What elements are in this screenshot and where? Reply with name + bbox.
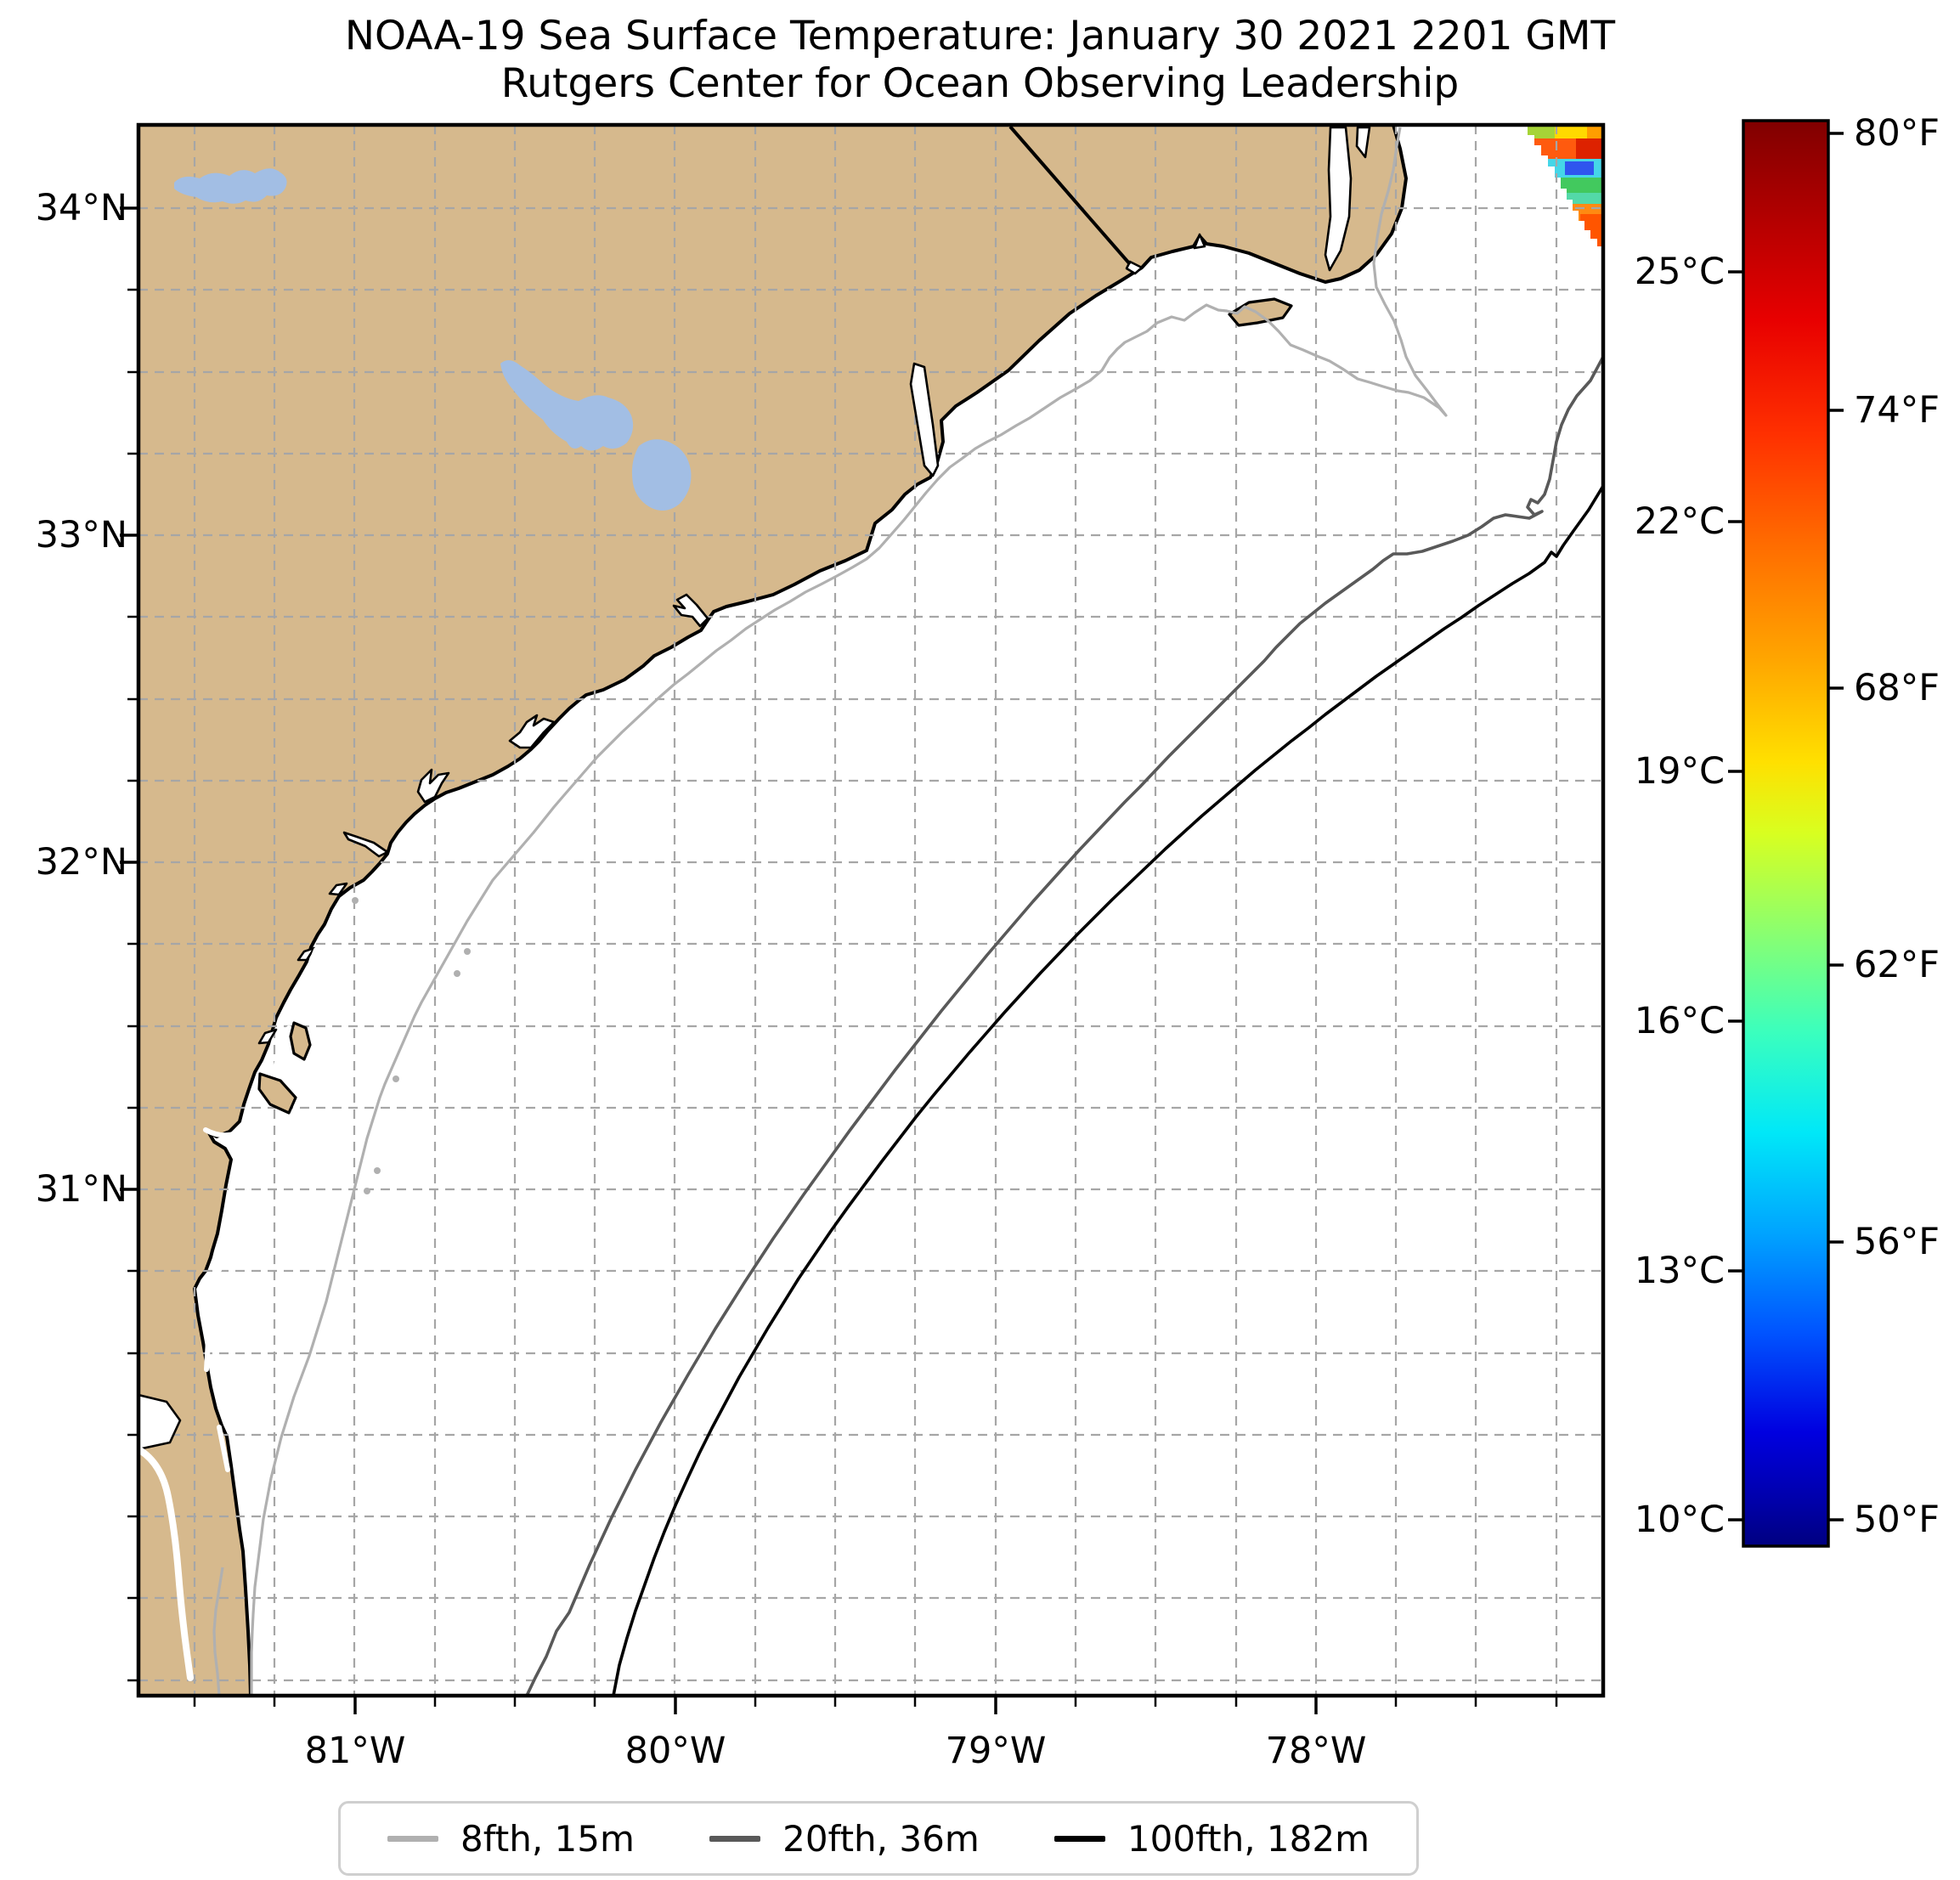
grid-lines — [138, 125, 1603, 1696]
legend-entry-100fth: 100fth, 182m — [1053, 1817, 1370, 1860]
title-line-1: NOAA-19 Sea Surface Temperature: January… — [344, 13, 1616, 59]
axis-ticks — [120, 206, 1558, 1714]
legend-entry-20fth: 20fth, 36m — [709, 1818, 980, 1860]
colorbar-label-80f: 80°F — [1854, 112, 1940, 155]
x-tick-label-80w: 80°W — [624, 1730, 726, 1772]
y-tick-label-31n: 31°N — [35, 1168, 127, 1211]
colorbar-label-68f: 68°F — [1854, 667, 1940, 709]
colorbar-ticks — [1728, 132, 1844, 1522]
legend-label-100fth: 100fth, 182m — [1127, 1817, 1370, 1860]
tidal-channels — [203, 947, 319, 1472]
colorbar-label-16c: 16°C — [1634, 1000, 1725, 1042]
colorbar-label-25c: 25°C — [1634, 251, 1725, 293]
colorbar-label-74f: 74°F — [1854, 389, 1940, 432]
state-border-line — [1008, 125, 1132, 266]
colorbar-label-50f: 50°F — [1854, 1499, 1940, 1541]
legend-line-8fth — [387, 1835, 438, 1842]
legend-label-20fth: 20fth, 36m — [782, 1817, 980, 1860]
legend-line-20fth — [709, 1835, 761, 1842]
st-johns-river — [138, 1446, 194, 1681]
contour-8fth-line — [212, 127, 1448, 1696]
x-tick-label-79w: 79°W — [945, 1730, 1047, 1772]
x-tick-label-78w: 78°W — [1265, 1730, 1367, 1772]
contour-100fth-line — [612, 485, 1603, 1696]
estuary-channels — [138, 126, 1371, 1451]
colorbar-label-10c: 10°C — [1634, 1499, 1725, 1541]
colorbar — [1728, 119, 1844, 1548]
y-tick-label-32n: 32°N — [35, 841, 127, 884]
colorbar-label-22c: 22°C — [1634, 500, 1725, 543]
legend-entry-8fth: 8fth, 15m — [387, 1818, 635, 1860]
lakes — [174, 168, 692, 511]
lake-moultrie — [631, 439, 692, 511]
colorbar-label-13c: 13°C — [1634, 1250, 1725, 1292]
contour-20fth-line — [525, 356, 1603, 1696]
land-region — [138, 125, 1408, 1696]
lake-marion — [500, 359, 634, 451]
colorbar-label-19c: 19°C — [1634, 750, 1725, 793]
legend-label-8fth: 8fth, 15m — [460, 1817, 635, 1860]
colorbar-gradient — [1742, 119, 1830, 1548]
y-tick-label-33n: 33°N — [35, 514, 127, 556]
x-tick-label-81w: 81°W — [304, 1730, 406, 1772]
depth-contour-legend: 8fth, 15m 20fth, 36m 100fth, 182m — [338, 1801, 1419, 1876]
title-line-2: Rutgers Center for Ocean Observing Leade… — [500, 60, 1460, 107]
colorbar-label-62f: 62°F — [1854, 944, 1940, 986]
colorbar-label-56f: 56°F — [1854, 1221, 1940, 1263]
lake-murray — [174, 168, 287, 204]
legend-line-100fth — [1053, 1835, 1105, 1842]
y-tick-label-34n: 34°N — [35, 187, 127, 229]
map-frame — [136, 122, 1606, 1698]
